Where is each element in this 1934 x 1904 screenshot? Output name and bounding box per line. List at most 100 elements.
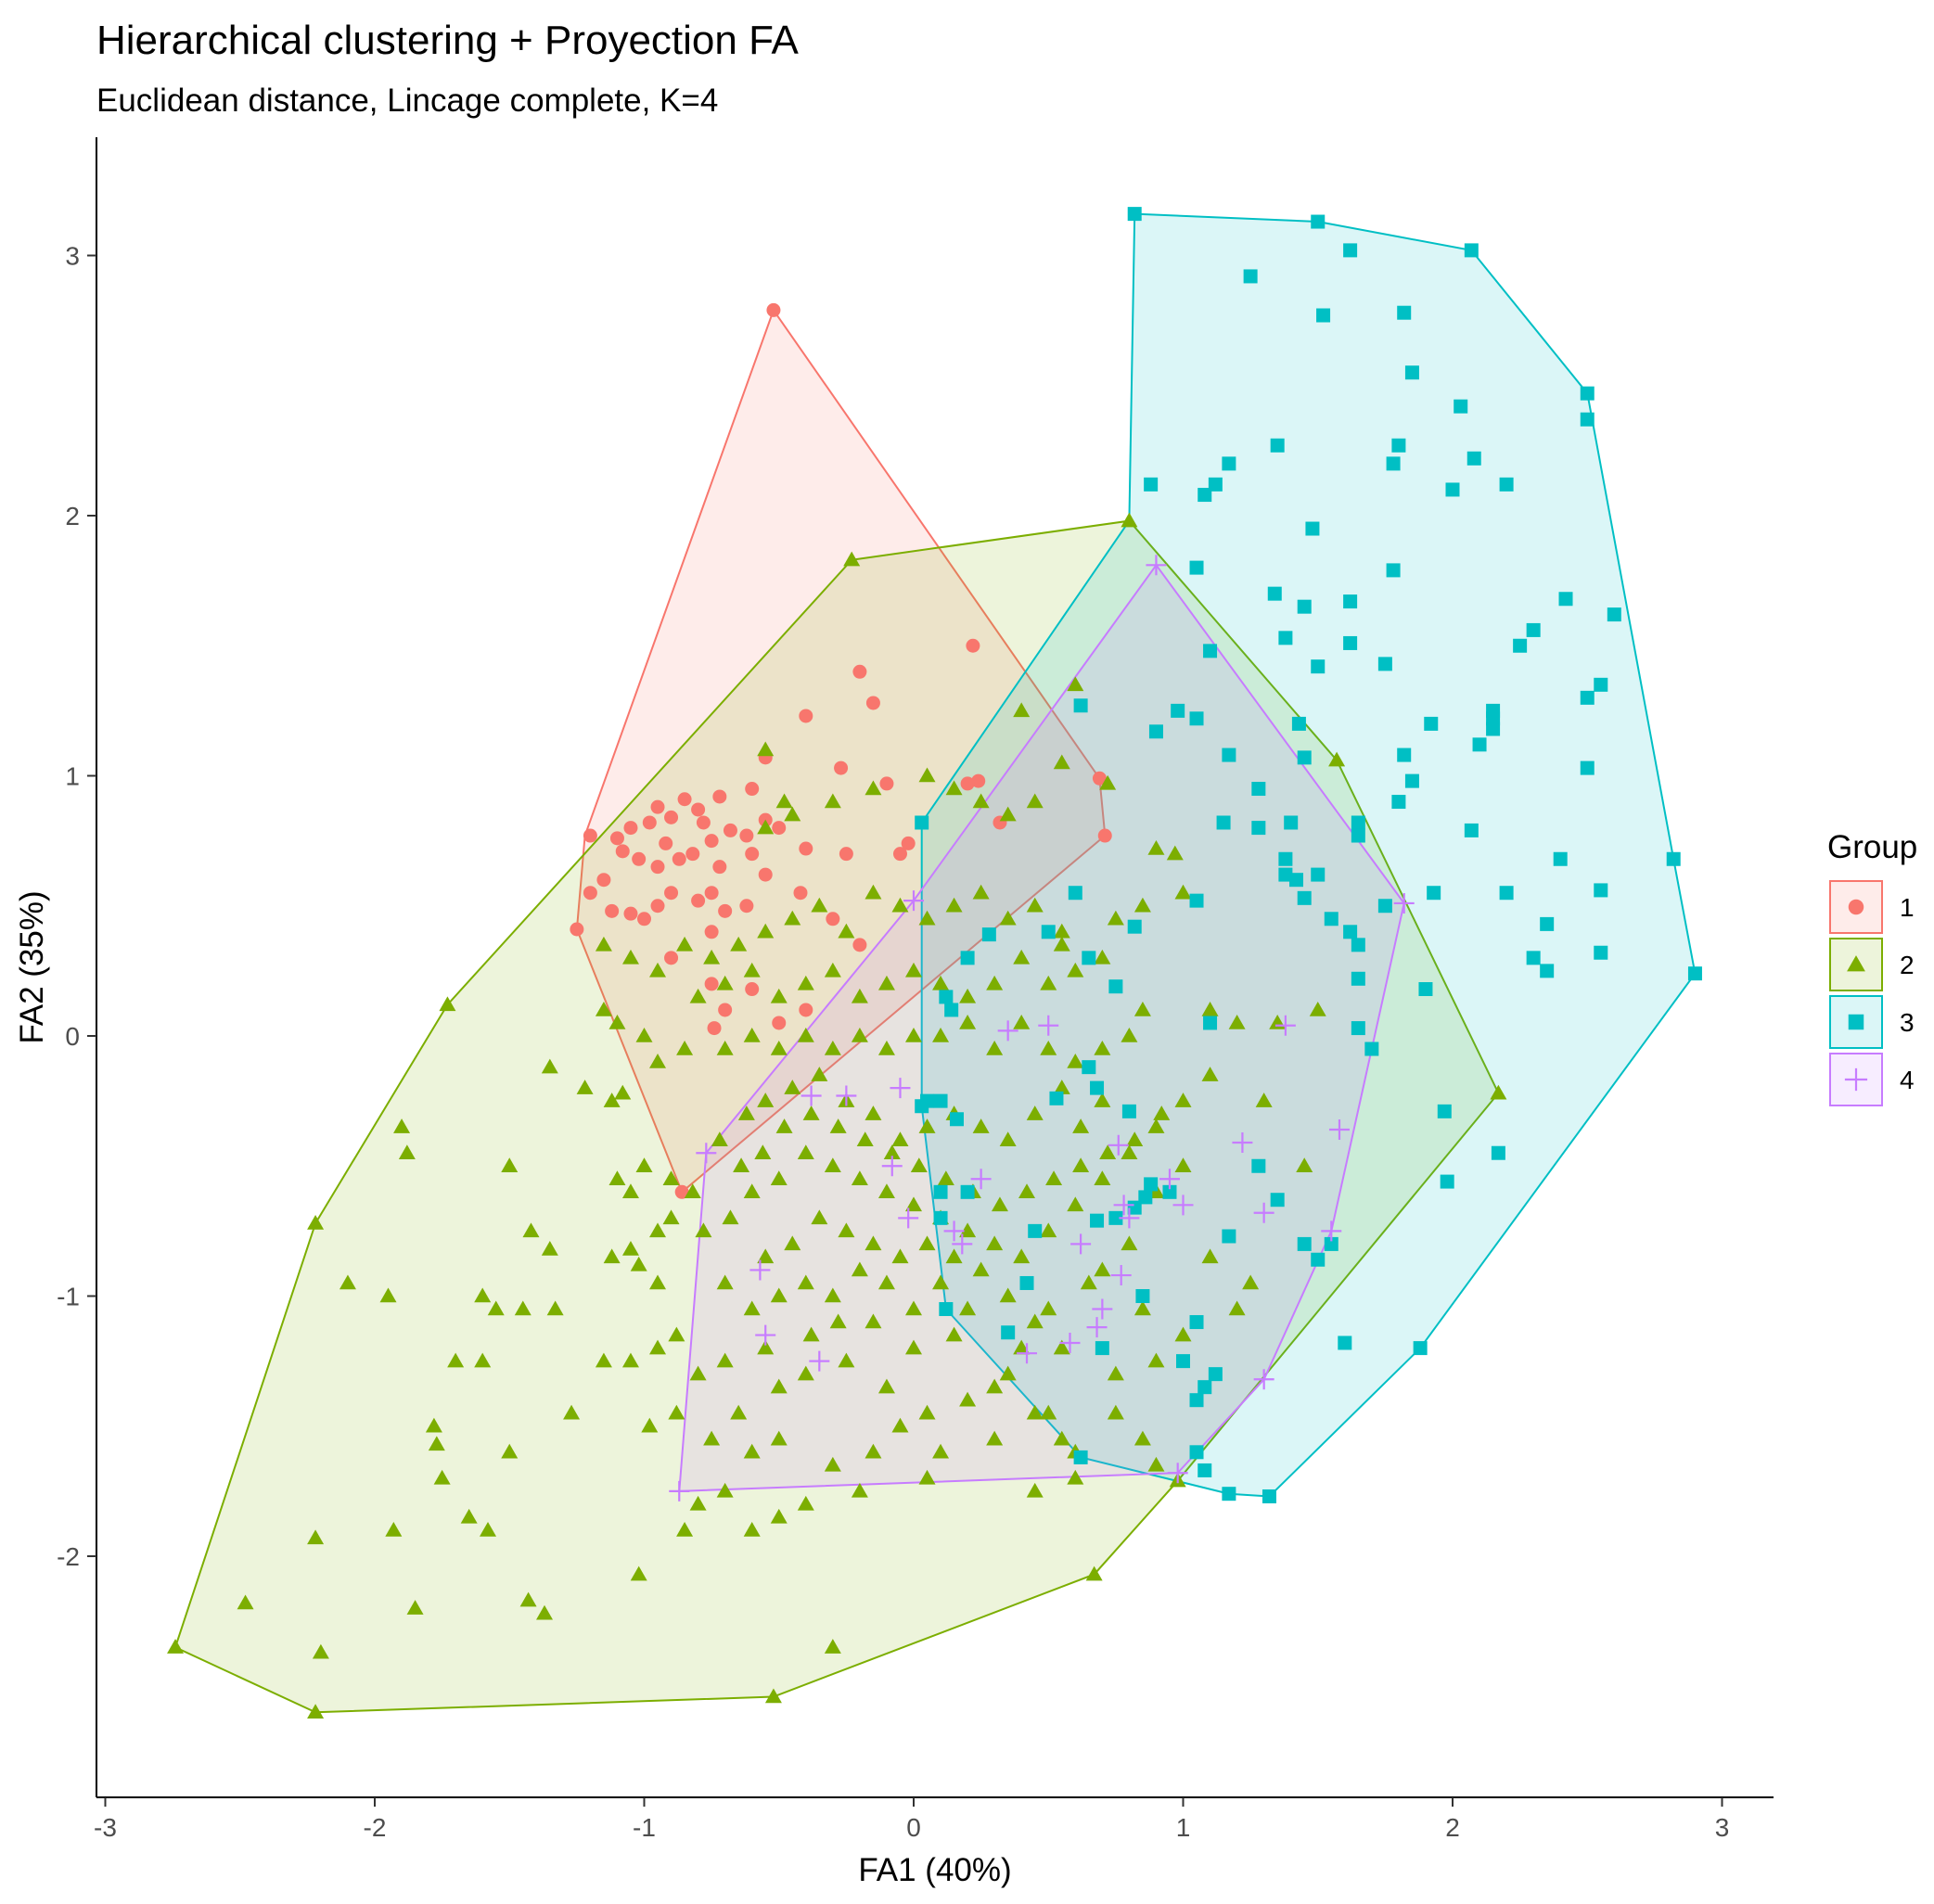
data-point-group-2 bbox=[972, 884, 990, 900]
data-point-group-3 bbox=[1278, 631, 1293, 645]
data-point-group-2 bbox=[1174, 884, 1192, 900]
data-point-group-3 bbox=[1262, 1489, 1276, 1503]
data-point-group-2 bbox=[877, 1378, 895, 1394]
data-point-group-2 bbox=[621, 1183, 639, 1199]
data-point-group-2 bbox=[932, 1028, 950, 1042]
data-point-group-2 bbox=[1201, 1067, 1219, 1081]
data-point-group-3 bbox=[1418, 982, 1433, 997]
data-point-group-2 bbox=[877, 1041, 895, 1055]
data-point-group-2 bbox=[514, 1300, 532, 1316]
data-point-group-1 bbox=[865, 696, 880, 710]
x-axis-title: FA1 (40%) bbox=[858, 1852, 1011, 1888]
y-tick-label: 2 bbox=[65, 502, 80, 530]
data-point-group-3 bbox=[1580, 760, 1595, 775]
legend-label: 4 bbox=[1900, 1066, 1915, 1094]
data-point-group-1 bbox=[615, 844, 630, 859]
data-point-group-3 bbox=[1073, 1450, 1088, 1464]
data-point-group-2 bbox=[802, 1105, 820, 1120]
data-point-group-3 bbox=[1189, 1393, 1204, 1408]
data-point-group-1 bbox=[799, 1003, 813, 1017]
data-point-group-2 bbox=[843, 551, 861, 567]
data-point-group-4 bbox=[1253, 1369, 1274, 1390]
data-point-group-2 bbox=[918, 767, 936, 783]
data-point-group-2 bbox=[1040, 1222, 1057, 1238]
data-point-group-4 bbox=[1108, 1134, 1129, 1156]
data-point-group-2 bbox=[918, 910, 936, 926]
data-point-group-2 bbox=[1040, 975, 1057, 990]
data-point-group-3 bbox=[1397, 305, 1412, 320]
data-point-group-2 bbox=[797, 975, 814, 990]
data-point-group-2 bbox=[1147, 840, 1165, 855]
data-point-group-2 bbox=[447, 1352, 465, 1368]
data-point-group-1 bbox=[664, 951, 679, 965]
data-point-group-1 bbox=[570, 922, 584, 937]
data-point-group-1 bbox=[718, 1003, 733, 1017]
data-point-group-3 bbox=[1289, 873, 1304, 888]
data-point-group-2 bbox=[1040, 1041, 1057, 1055]
data-point-group-2 bbox=[865, 884, 882, 900]
data-point-group-4 bbox=[669, 1480, 690, 1501]
data-point-group-1 bbox=[623, 906, 638, 921]
data-point-group-2 bbox=[522, 1222, 540, 1238]
data-point-group-1 bbox=[704, 925, 719, 939]
legend-item-group-3: 3 bbox=[1829, 995, 1915, 1049]
data-point-group-2 bbox=[1242, 1274, 1260, 1290]
data-point-group-2 bbox=[972, 1261, 990, 1277]
legend-items: 1 2 3 4 bbox=[1829, 880, 1915, 1106]
data-point-group-3 bbox=[1284, 815, 1299, 830]
data-point-group-3 bbox=[1162, 1184, 1177, 1199]
data-point-group-2 bbox=[1296, 1157, 1313, 1172]
data-point-group-2 bbox=[1085, 1565, 1103, 1581]
legend: Group 1 2 3 4 bbox=[1827, 829, 1917, 1106]
data-point-group-1 bbox=[892, 847, 907, 862]
data-point-group-4 bbox=[970, 1169, 992, 1190]
data-point-group-2 bbox=[905, 1196, 922, 1212]
data-point-group-2 bbox=[770, 1041, 788, 1055]
data-point-group-3 bbox=[1404, 773, 1419, 788]
data-point-group-2 bbox=[770, 1508, 788, 1524]
data-point-group-3 bbox=[1580, 386, 1595, 401]
data-point-group-3 bbox=[1377, 899, 1392, 914]
data-point-group-2 bbox=[1026, 1105, 1044, 1120]
data-point-group-1 bbox=[966, 638, 980, 653]
data-point-group-2 bbox=[851, 988, 868, 1003]
data-point-group-3 bbox=[1553, 851, 1568, 866]
data-point-group-4 bbox=[1070, 1233, 1092, 1255]
data-point-group-3 bbox=[1324, 912, 1338, 926]
data-point-group-3 bbox=[1198, 1380, 1212, 1395]
data-point-group-3 bbox=[1198, 488, 1212, 503]
data-point-group-2 bbox=[991, 1196, 1008, 1212]
data-point-group-2 bbox=[608, 1170, 626, 1186]
data-point-group-2 bbox=[770, 988, 788, 1003]
data-point-group-4 bbox=[1110, 1265, 1132, 1286]
data-point-group-2 bbox=[905, 1300, 922, 1316]
data-point-group-3 bbox=[1311, 1252, 1326, 1267]
data-point-group-2 bbox=[406, 1600, 424, 1615]
data-point-group-4 bbox=[1119, 1208, 1140, 1229]
data-point-group-2 bbox=[1094, 949, 1111, 965]
data-point-group-3 bbox=[1540, 964, 1555, 978]
data-point-group-2 bbox=[797, 1495, 814, 1511]
data-point-group-3 bbox=[1189, 711, 1204, 726]
x-tick-label: -1 bbox=[633, 1813, 656, 1842]
data-point-group-3 bbox=[1343, 925, 1358, 939]
y-tick-label: 3 bbox=[65, 242, 80, 271]
data-point-group-2 bbox=[851, 1482, 868, 1498]
data-point-group-3 bbox=[1203, 1016, 1218, 1030]
data-point-group-2 bbox=[757, 923, 775, 939]
data-point-group-2 bbox=[603, 1248, 621, 1264]
data-point-group-2 bbox=[865, 780, 882, 796]
data-point-group-2 bbox=[649, 1274, 667, 1290]
data-point-group-4 bbox=[1059, 1332, 1081, 1353]
data-point-group-3 bbox=[1019, 1275, 1034, 1290]
data-point-group-3 bbox=[1343, 243, 1358, 258]
data-point-group-3 bbox=[1351, 971, 1365, 986]
data-point-group-4 bbox=[1274, 1015, 1296, 1036]
data-point-group-3 bbox=[1437, 1104, 1452, 1118]
data-point-group-1 bbox=[739, 899, 754, 914]
data-point-group-2 bbox=[1067, 1054, 1084, 1068]
data-point-group-2 bbox=[824, 1041, 841, 1055]
data-point-group-2 bbox=[932, 1443, 950, 1459]
data-point-group-2 bbox=[703, 1430, 721, 1446]
data-point-group-2 bbox=[1099, 774, 1117, 790]
